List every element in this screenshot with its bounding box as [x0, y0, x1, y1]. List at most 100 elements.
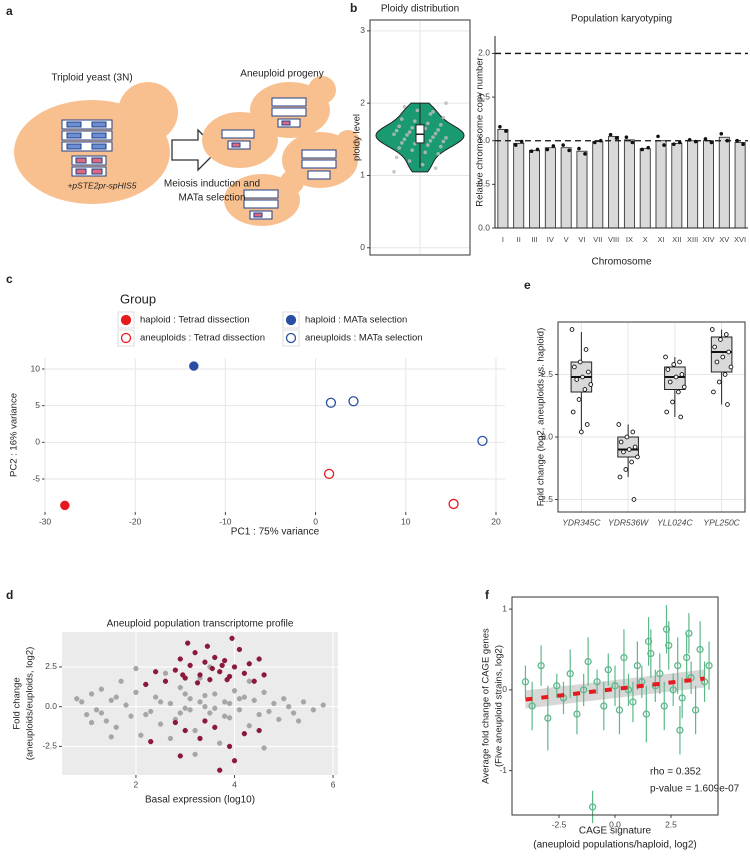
replicate-point — [592, 140, 597, 145]
data-point — [664, 409, 670, 415]
data-point — [194, 680, 201, 686]
bar — [513, 142, 525, 229]
bar — [734, 142, 746, 229]
replicate-point — [567, 148, 571, 153]
data-point — [221, 713, 228, 719]
replicate-point — [529, 149, 534, 153]
data-point — [108, 734, 114, 740]
bar — [544, 147, 556, 229]
panel-letter: d — [6, 588, 13, 602]
data-point — [584, 657, 592, 666]
data-point — [197, 735, 203, 742]
data-point — [133, 665, 139, 672]
data-point — [325, 397, 337, 408]
legend-label: haploid : MATa selection — [305, 315, 407, 326]
data-point — [236, 646, 243, 653]
y-tick-label: -5 — [32, 473, 40, 483]
data-point — [217, 767, 223, 773]
progeny — [202, 76, 360, 226]
x-tick-label: VII — [593, 235, 602, 244]
bar — [655, 140, 667, 229]
replicate-point — [646, 145, 651, 150]
data-point — [426, 143, 430, 147]
replicate-point — [672, 142, 676, 147]
y-tick-label: 1.5 — [478, 91, 490, 101]
data-point — [295, 718, 302, 724]
data-point — [229, 635, 235, 642]
replicate-point — [535, 147, 540, 152]
x-tick-label: IV — [547, 235, 554, 244]
bar — [497, 128, 509, 229]
data-point — [576, 397, 582, 402]
data-point — [212, 724, 218, 730]
y-tick-label: 2.5 — [541, 369, 553, 379]
y-tick-label: 3 — [360, 25, 365, 35]
data-point — [209, 665, 215, 672]
data-point — [180, 672, 186, 678]
x-tick-label: XII — [672, 235, 681, 244]
y-tick-label: 2.0 — [478, 48, 490, 58]
y-axis-label: Relative chromosome copy number — [475, 57, 486, 206]
x-tick-label: IX — [626, 235, 633, 244]
data-point — [620, 653, 628, 662]
replicate-point — [678, 140, 682, 145]
diagram-label: Meiosis induction and — [164, 179, 260, 190]
data-point — [348, 396, 359, 407]
y-axis-label: (Five aneuploid strains, log2) — [494, 645, 505, 767]
data-point — [642, 710, 650, 718]
data-point — [617, 474, 623, 480]
y-tick-label: 1.0 — [478, 135, 490, 145]
panel-letter: f — [485, 588, 490, 602]
data-point — [226, 700, 233, 707]
x-axis-label: (aneuploid populations/haploid, log2) — [533, 840, 696, 851]
data-point — [217, 740, 223, 746]
data-point — [423, 150, 428, 155]
data-point — [677, 359, 682, 365]
data-point — [579, 429, 584, 435]
legend-key — [117, 329, 135, 347]
data-point — [431, 110, 435, 114]
data-point — [202, 704, 208, 710]
data-point — [629, 459, 634, 465]
data-point — [415, 108, 420, 113]
y-axis-label: Fold change (log2, aneuploids vs. haploi… — [536, 328, 547, 507]
data-point — [217, 669, 223, 675]
data-point — [256, 656, 262, 662]
data-point — [580, 374, 585, 380]
data-point — [123, 702, 129, 708]
y-axis-label: Fold change — [12, 677, 23, 729]
bar — [639, 148, 651, 229]
diagram-label: Aneuploid progeny — [240, 69, 323, 80]
data-point — [521, 678, 530, 686]
data-point — [402, 137, 407, 142]
data-point — [192, 751, 198, 757]
data-point — [678, 414, 684, 420]
data-point — [671, 362, 677, 367]
data-point — [712, 344, 717, 350]
data-point — [212, 691, 218, 697]
data-point — [663, 354, 668, 360]
data-point — [162, 670, 169, 676]
replicate-point — [614, 136, 619, 140]
x-tick-label: 6 — [331, 779, 336, 789]
data-point — [251, 678, 257, 684]
data-point — [647, 649, 655, 658]
data-point — [162, 678, 169, 684]
data-point — [593, 678, 601, 686]
data-point — [586, 369, 591, 375]
x-tick-label: 0 — [313, 516, 318, 526]
data-point — [261, 672, 267, 678]
data-point — [618, 439, 624, 445]
x-tick-label: XV — [719, 235, 729, 244]
y-tick-label: 0.5 — [478, 179, 490, 189]
data-point — [392, 170, 396, 174]
data-point — [588, 803, 597, 811]
data-point — [444, 136, 448, 140]
data-point — [177, 656, 183, 662]
data-point — [88, 719, 95, 726]
data-point — [152, 694, 159, 700]
replicate-point — [703, 137, 708, 141]
x-tick-label: VIII — [608, 235, 619, 244]
data-point — [674, 661, 682, 670]
